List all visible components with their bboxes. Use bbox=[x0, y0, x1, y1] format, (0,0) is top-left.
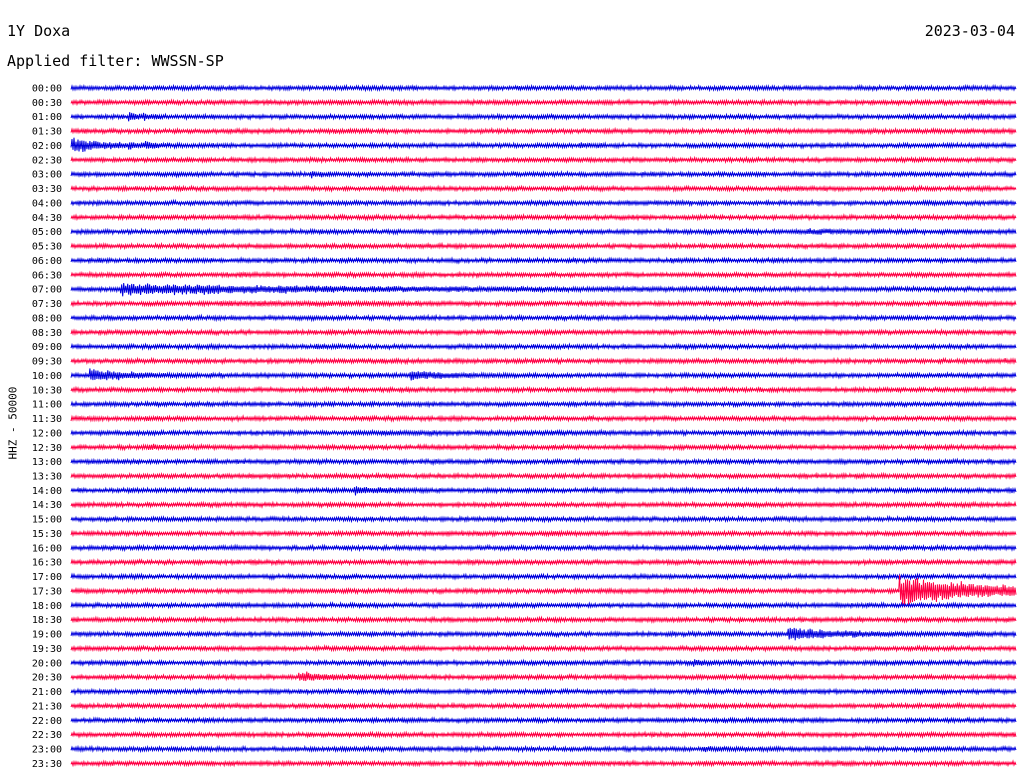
seismic-trace bbox=[70, 385, 1017, 395]
time-tick-label: 13:30 bbox=[32, 471, 62, 482]
seismic-trace bbox=[70, 137, 1017, 153]
time-tick-label: 01:00 bbox=[32, 112, 62, 123]
seismic-trace bbox=[70, 126, 1017, 136]
seismic-trace bbox=[70, 169, 1017, 179]
seismic-trace bbox=[70, 414, 1017, 423]
seismic-trace bbox=[70, 716, 1017, 725]
time-tick-label: 23:30 bbox=[32, 759, 62, 770]
seismic-trace bbox=[70, 627, 1017, 641]
time-tick-label: 06:00 bbox=[32, 256, 62, 267]
time-tick-label: 10:30 bbox=[32, 385, 62, 396]
time-tick-label: 04:00 bbox=[32, 198, 62, 209]
time-tick-label: 16:30 bbox=[32, 558, 62, 569]
time-tick-label: 09:30 bbox=[32, 357, 62, 368]
time-tick-label: 11:00 bbox=[32, 400, 62, 411]
time-tick-label: 14:30 bbox=[32, 500, 62, 511]
time-tick-label: 01:30 bbox=[32, 127, 62, 138]
time-tick-label: 06:30 bbox=[32, 270, 62, 281]
time-tick-label: 21:30 bbox=[32, 701, 62, 712]
time-tick-label: 19:00 bbox=[32, 630, 62, 641]
time-tick-label: 23:00 bbox=[32, 745, 62, 756]
seismic-trace bbox=[70, 485, 1017, 496]
time-tick-label: 22:30 bbox=[32, 730, 62, 741]
time-tick-label: 02:30 bbox=[32, 155, 62, 166]
time-tick-label: 03:00 bbox=[32, 170, 62, 181]
time-tick-label: 12:30 bbox=[32, 443, 62, 454]
seismic-trace bbox=[70, 328, 1017, 337]
time-tick-label: 16:00 bbox=[32, 543, 62, 554]
time-tick-label: 05:30 bbox=[32, 242, 62, 253]
time-tick-label: 05:00 bbox=[32, 227, 62, 238]
time-tick-label: 18:30 bbox=[32, 615, 62, 626]
seismic-trace bbox=[70, 155, 1017, 165]
seismic-trace bbox=[70, 368, 1017, 381]
time-tick-label: 15:30 bbox=[32, 529, 62, 540]
time-tick-label: 13:00 bbox=[32, 457, 62, 468]
date-label: 2023-03-04 bbox=[924, 22, 1015, 40]
time-tick-label: 03:30 bbox=[32, 184, 62, 195]
time-tick-label: 02:00 bbox=[32, 141, 62, 152]
seismic-trace bbox=[70, 270, 1017, 280]
time-tick-label: 10:00 bbox=[32, 371, 62, 382]
time-tick-label: 08:30 bbox=[32, 328, 62, 339]
seismic-trace bbox=[70, 112, 1017, 122]
time-tick-label: 22:00 bbox=[32, 716, 62, 727]
seismic-trace bbox=[70, 299, 1017, 308]
seismic-trace bbox=[70, 759, 1017, 768]
seismic-trace bbox=[70, 399, 1017, 409]
time-tick-label: 07:30 bbox=[32, 299, 62, 310]
time-tick-label: 15:00 bbox=[32, 515, 62, 526]
time-tick-label: 09:00 bbox=[32, 342, 62, 353]
filter-label: Applied filter: WWSSN-SP bbox=[7, 52, 224, 70]
time-tick-label: 08:00 bbox=[32, 313, 62, 324]
time-tick-label: 20:00 bbox=[32, 658, 62, 669]
time-tick-label: 14:00 bbox=[32, 486, 62, 497]
time-tick-label: 18:00 bbox=[32, 601, 62, 612]
time-tick-label: 00:00 bbox=[32, 84, 62, 95]
time-tick-label: 17:30 bbox=[32, 586, 62, 597]
time-tick-label: 07:00 bbox=[32, 285, 62, 296]
time-tick-label: 17:00 bbox=[32, 572, 62, 583]
time-tick-label: 19:30 bbox=[32, 644, 62, 655]
time-tick-label: 11:30 bbox=[32, 414, 62, 425]
time-tick-label: 20:30 bbox=[32, 673, 62, 684]
seismic-trace bbox=[70, 241, 1017, 251]
time-tick-label: 00:30 bbox=[32, 98, 62, 109]
time-tick-label: 21:00 bbox=[32, 687, 62, 698]
station-title: 1Y Doxa bbox=[7, 22, 71, 40]
seismic-trace bbox=[70, 671, 1017, 682]
time-tick-label: 12:00 bbox=[32, 428, 62, 439]
time-tick-label: 04:30 bbox=[32, 213, 62, 224]
